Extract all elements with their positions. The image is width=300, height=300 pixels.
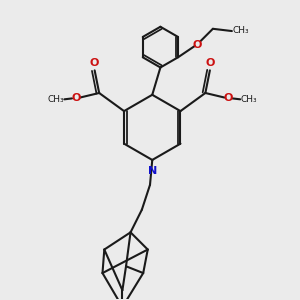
Text: CH₃: CH₃	[241, 95, 257, 104]
Text: O: O	[223, 93, 233, 103]
Text: O: O	[72, 93, 81, 103]
Text: O: O	[192, 40, 202, 50]
Text: N: N	[148, 166, 157, 176]
Text: CH₃: CH₃	[232, 26, 249, 34]
Text: CH₃: CH₃	[47, 95, 64, 104]
Text: O: O	[90, 58, 99, 68]
Text: O: O	[205, 58, 214, 68]
